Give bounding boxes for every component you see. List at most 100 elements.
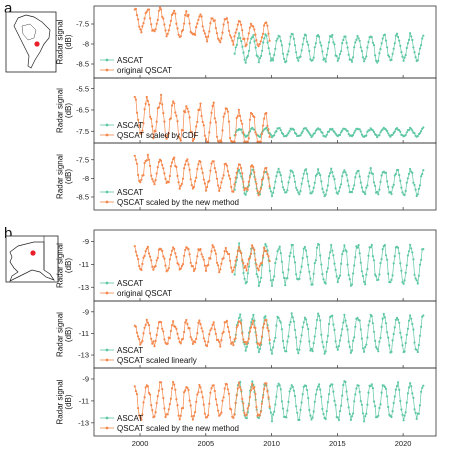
data-point [377, 193, 380, 196]
data-point [145, 318, 148, 321]
data-point [184, 321, 187, 324]
data-point [273, 53, 276, 57]
data-point [276, 37, 279, 40]
data-point [323, 352, 326, 355]
data-point [295, 51, 298, 54]
data-point [251, 323, 254, 326]
data-point [417, 274, 420, 277]
data-point [151, 178, 154, 181]
data-point [258, 347, 262, 350]
data-point [307, 263, 310, 266]
data-point [151, 265, 154, 268]
data-point [336, 59, 339, 62]
x-tick-label: 2020 [395, 439, 412, 448]
data-point [281, 339, 285, 343]
data-point [247, 265, 251, 268]
data-point [289, 251, 292, 254]
data-point [409, 167, 412, 171]
data-point [341, 328, 344, 331]
data-point [310, 192, 313, 195]
data-point [153, 183, 156, 186]
data-point [273, 340, 276, 343]
data-point [183, 254, 186, 257]
data-point [331, 171, 334, 174]
data-point [401, 191, 404, 194]
data-point [329, 385, 332, 388]
data-point [313, 400, 316, 403]
data-point [154, 339, 157, 343]
data-point [134, 98, 137, 101]
data-point [140, 31, 143, 34]
chart-panel-6: -9 -11 -13 2000 2005 2010 2015 2020 Radar signal… [55, 367, 437, 448]
data-point [187, 388, 190, 391]
data-point [242, 131, 245, 134]
data-point [197, 18, 200, 21]
data-point [293, 394, 297, 398]
data-point [206, 344, 209, 348]
data-point [240, 319, 243, 322]
legend-label: ASCAT [117, 188, 143, 197]
data-point [244, 349, 247, 352]
data-point [173, 383, 176, 386]
data-point [300, 334, 303, 337]
data-point [180, 265, 183, 268]
data-point [232, 269, 235, 272]
data-point [211, 244, 214, 247]
data-point [394, 388, 397, 391]
data-point [149, 17, 152, 20]
data-point [144, 323, 147, 326]
data-point [147, 391, 151, 395]
data-point [191, 418, 194, 421]
data-point [345, 324, 348, 328]
data-point [243, 134, 246, 137]
legend-label: ASCAT [117, 346, 143, 355]
data-point [331, 383, 334, 386]
data-point [226, 110, 229, 113]
data-point [366, 268, 369, 271]
data-point [250, 172, 253, 176]
data-point [378, 406, 381, 410]
data-point [166, 269, 169, 272]
data-point [365, 412, 368, 415]
data-point [168, 258, 171, 261]
data-point [200, 390, 203, 394]
data-point [331, 33, 334, 37]
data-point [220, 262, 223, 265]
legend-label: QSCAT scaled linearly [117, 356, 197, 365]
data-point [232, 344, 235, 347]
data-point [413, 341, 416, 344]
data-point [410, 317, 413, 320]
data-point [312, 272, 315, 275]
data-point [238, 163, 242, 166]
data-point [308, 270, 311, 273]
data-point [340, 50, 343, 53]
data-point [360, 337, 363, 340]
data-point [225, 17, 228, 20]
data-point [367, 254, 370, 257]
data-point [352, 56, 355, 59]
data-point [365, 134, 368, 137]
data-point [260, 54, 263, 58]
data-point [143, 108, 146, 111]
data-point [397, 381, 400, 384]
data-point [188, 399, 191, 402]
data-point [234, 337, 237, 340]
data-point [404, 271, 407, 274]
data-point [331, 127, 334, 130]
data-point [289, 35, 292, 38]
data-point [357, 37, 360, 40]
data-point [241, 258, 244, 261]
data-point [389, 191, 392, 194]
data-point [207, 140, 210, 143]
data-point [161, 249, 164, 253]
data-point [411, 171, 414, 174]
data-point [380, 325, 383, 328]
data-point [176, 27, 179, 30]
data-point [283, 276, 286, 279]
data-point [217, 338, 220, 341]
data-point [152, 268, 155, 271]
data-point [349, 58, 352, 61]
data-point [194, 341, 197, 344]
data-point [135, 393, 139, 396]
data-point [221, 177, 224, 180]
